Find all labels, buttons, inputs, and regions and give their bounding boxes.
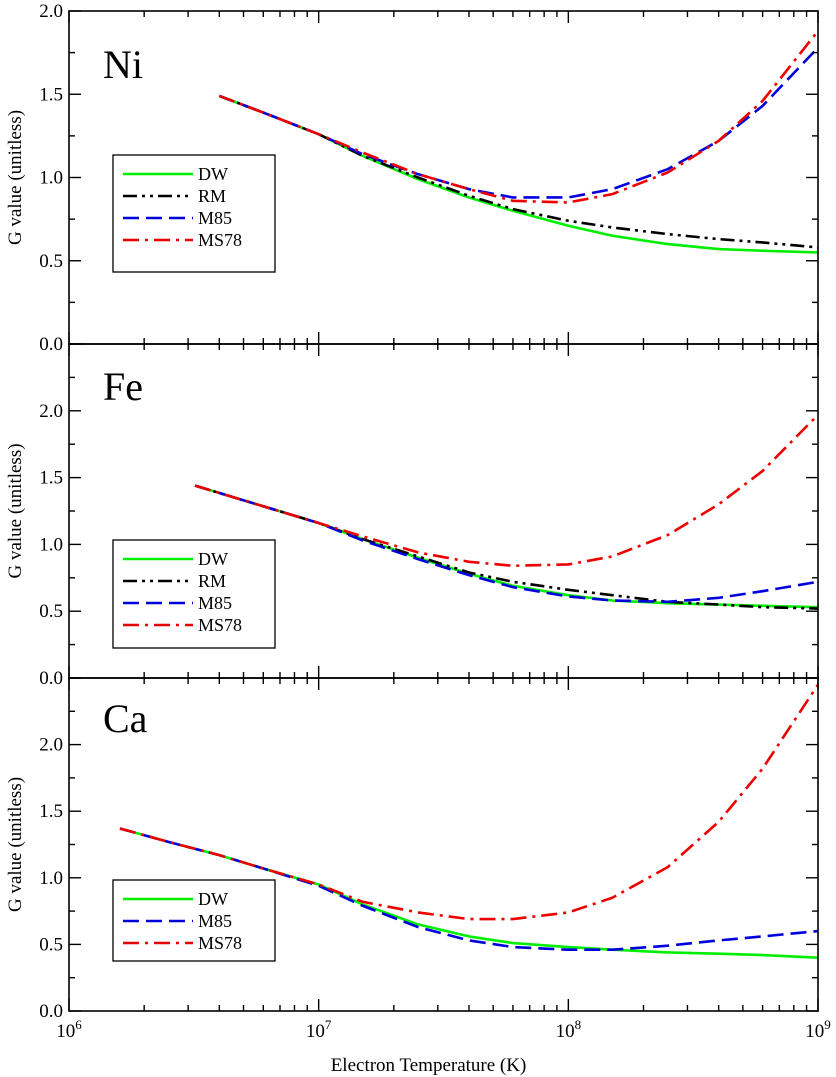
series-m85-fe bbox=[194, 484, 819, 604]
series-rm-fe bbox=[194, 484, 819, 610]
legend-label-m85: M85 bbox=[198, 208, 232, 228]
y-tick-label: 1.5 bbox=[39, 468, 63, 489]
y-tick-label: 1.0 bbox=[39, 534, 63, 555]
legend-label-dw: DW bbox=[198, 889, 228, 909]
legend-label-ms78: MS78 bbox=[198, 933, 242, 953]
y-axis-label: G value (unitless) bbox=[5, 777, 26, 912]
legend-label-ms78: MS78 bbox=[198, 615, 242, 635]
legend-box bbox=[112, 154, 276, 273]
legend-label-rm: RM bbox=[198, 571, 226, 591]
panel-ca: 0.0 0.5 1.0 1.5 2.0 Ca G value (unitless) DWM85… bbox=[5, 677, 831, 1076]
x-tick-label: 109 bbox=[805, 1017, 831, 1042]
y-tick-label: 1.0 bbox=[39, 168, 63, 189]
x-tick-label: 107 bbox=[306, 1017, 332, 1042]
y-tick-label: 0.0 bbox=[39, 668, 63, 689]
series-m85-ni bbox=[218, 46, 819, 199]
x-tick-label: 106 bbox=[56, 1017, 82, 1042]
series-dw-fe bbox=[194, 484, 819, 609]
x-axis-label: Electron Temperature (K) bbox=[331, 1055, 527, 1076]
y-axis-label: G value (unitless) bbox=[5, 110, 26, 245]
panel-title: Ni bbox=[103, 42, 143, 87]
legend-box bbox=[112, 539, 276, 649]
legend-label-rm: RM bbox=[198, 186, 226, 206]
legend-box bbox=[112, 879, 276, 962]
legend-label-dw: DW bbox=[198, 164, 228, 184]
x-tick-label: 108 bbox=[556, 1017, 582, 1042]
legend-label-m85: M85 bbox=[198, 911, 232, 931]
y-tick-label: 1.5 bbox=[39, 801, 63, 822]
y-tick-label: 0.5 bbox=[39, 934, 63, 955]
series-ms78-ni bbox=[218, 30, 820, 204]
panel-title: Ca bbox=[103, 696, 148, 741]
panel-title: Fe bbox=[103, 364, 143, 409]
y-tick-label: 2.0 bbox=[39, 1, 63, 22]
y-tick-label: 0.0 bbox=[39, 334, 63, 355]
series-rm-ni bbox=[218, 94, 819, 249]
y-tick-label: 1.5 bbox=[39, 84, 63, 105]
y-tick-label: 2.0 bbox=[39, 401, 63, 422]
legend-label-ms78: MS78 bbox=[198, 230, 242, 250]
y-tick-label: 0.5 bbox=[39, 601, 63, 622]
y-tick-label: 1.0 bbox=[39, 868, 63, 889]
y-tick-label: 2.0 bbox=[39, 735, 63, 756]
legend-label-dw: DW bbox=[198, 549, 228, 569]
series-m85-ca bbox=[119, 827, 819, 952]
y-tick-label: 0.5 bbox=[39, 251, 63, 272]
y-axis-label: G value (unitless) bbox=[5, 443, 26, 578]
series-dw-ni bbox=[218, 94, 819, 254]
legend-label-m85: M85 bbox=[198, 593, 232, 613]
series-ms78-fe bbox=[194, 413, 819, 568]
y-tick-label: 0.0 bbox=[39, 1001, 63, 1022]
